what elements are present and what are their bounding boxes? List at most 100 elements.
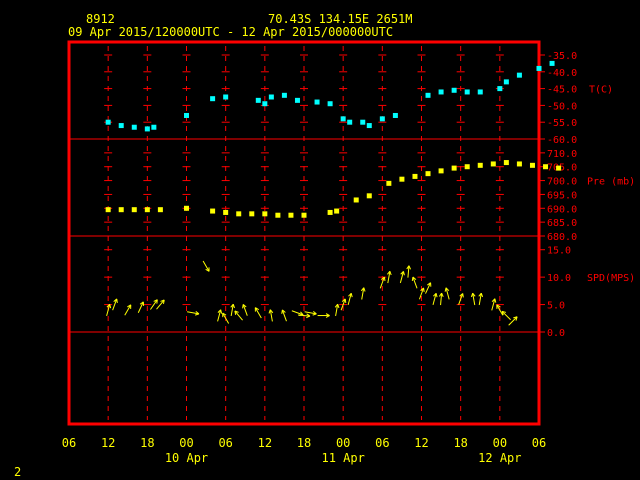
wind-arrow-head <box>513 316 518 319</box>
wind-arrow <box>106 303 112 316</box>
wind-arrow-head <box>220 309 223 314</box>
wind-arrow-head <box>306 315 311 319</box>
x-day-label: 12 Apr <box>478 451 521 465</box>
wind-arrow-head <box>501 310 507 313</box>
temperature-point <box>184 112 189 118</box>
pressure-point <box>386 180 392 186</box>
wind-arrow-head <box>441 292 444 297</box>
panel-dividers <box>69 138 539 333</box>
wind-arrow-head <box>363 287 366 292</box>
x-axis-tick-labels: 06 12 18 00 06 12 18 00 06 12 18 00 06 <box>62 436 546 450</box>
y-tick-label: 680.0 <box>547 232 577 243</box>
pressure-point <box>210 208 216 214</box>
wind-arrow-head <box>408 265 412 270</box>
wind-arrow-head <box>496 304 501 308</box>
temperature-point <box>223 94 229 100</box>
wind-arrow <box>187 310 200 316</box>
y-tick-label: -40.0 <box>547 68 577 79</box>
y-tick-label: -45.0 <box>547 85 577 96</box>
wind-arrow <box>217 309 223 322</box>
wind-arrow <box>496 304 504 316</box>
y-tick-label: 705.0 <box>547 163 577 174</box>
wind-arrow-head <box>268 309 271 314</box>
wind-arrow-head <box>269 309 274 314</box>
wind-arrow-shaft <box>335 304 339 317</box>
wind-arrow-head <box>282 309 286 313</box>
wind-arrow-shaft <box>269 309 273 322</box>
wind-arrow-head <box>242 304 244 309</box>
wind-arrow-head <box>255 307 259 311</box>
wind-arrow <box>470 292 476 306</box>
wind-arrow-shaft <box>418 287 425 300</box>
wind-arrow-shaft <box>156 299 165 310</box>
wind-arrow <box>399 271 405 284</box>
wind-arrow-head <box>234 310 237 315</box>
wind-arrow <box>425 282 432 294</box>
pressure-point <box>275 212 281 218</box>
x-day-label: 10 Apr <box>165 451 208 465</box>
pressure-point <box>516 161 522 167</box>
pressure-point <box>490 161 496 167</box>
x-axis-day-labels: 10 Apr 11 Apr 12 Apr <box>165 451 522 465</box>
x-tick-label: 06 <box>375 436 389 450</box>
wind-arrow-shaft <box>347 293 352 306</box>
wind-arrow-head <box>306 313 311 317</box>
wind-arrow-shaft <box>281 309 287 322</box>
temperature-point <box>314 99 320 105</box>
wind-arrow-head <box>411 276 414 282</box>
wind-arrow-head <box>491 298 496 303</box>
wind-arrow-shaft <box>340 298 346 311</box>
wind-arrow-head <box>402 271 405 276</box>
page-number: 2 <box>14 465 21 479</box>
wind-arrow-head <box>494 298 497 303</box>
y-tick-label: 690.0 <box>547 204 577 215</box>
wind-arrow-head <box>350 293 353 298</box>
wind-arrow <box>411 276 418 289</box>
wind-arrow-head <box>438 292 443 297</box>
wind-arrow-head <box>406 265 410 270</box>
wind-arrow <box>360 287 366 300</box>
wind-arrow-head <box>160 299 165 302</box>
wind-arrow <box>438 292 444 306</box>
wind-arrow <box>406 265 412 278</box>
station-location: 70.43S 134.15E 2651M <box>268 12 413 26</box>
wind-arrow <box>387 270 392 284</box>
wind-arrow-head <box>387 270 391 275</box>
wind-arrow-head <box>325 315 330 318</box>
y-tick-label: 695.0 <box>547 190 577 201</box>
temperature-point <box>392 112 398 118</box>
wind-arrow-shaft <box>304 311 317 315</box>
wind-arrow <box>501 310 511 321</box>
wind-arrow <box>334 303 340 317</box>
temperature-point <box>131 124 137 130</box>
pressure-point <box>438 168 444 174</box>
wind-arrow-shaft <box>297 314 311 317</box>
wind-arrow-shaft <box>387 271 391 284</box>
wind-arrow <box>491 298 497 311</box>
wind-arrow-head <box>232 303 235 309</box>
wind-arrow-head <box>162 299 165 304</box>
pressure-point <box>399 176 405 182</box>
wind-arrow <box>230 303 235 317</box>
pressure-series <box>105 160 562 218</box>
wind-arrow-shaft <box>234 310 243 321</box>
wind-arrow-head <box>478 292 482 297</box>
y-tick-label: 710.0 <box>547 149 577 160</box>
wind-arrow-head <box>325 313 330 316</box>
wind-arrow-shaft <box>496 304 504 316</box>
wind-arrow <box>432 292 438 306</box>
wind-arrow-shaft <box>202 260 210 272</box>
wind-arrow-head <box>381 276 385 281</box>
pressure-point <box>366 193 372 199</box>
temperature-point <box>144 126 150 132</box>
y-tick-label: 700.0 <box>547 177 577 188</box>
wind-arrow-shaft <box>291 310 304 316</box>
wind-arrow-head <box>109 304 112 309</box>
wind-arrow-shaft <box>508 316 518 326</box>
x-tick-label: 06 <box>62 436 76 450</box>
wind-arrow <box>418 287 425 300</box>
x-tick-label: 06 <box>218 436 232 450</box>
wind-arrow-head <box>462 293 464 298</box>
wind-arrow-shaft <box>222 312 230 324</box>
pressure-point <box>451 165 457 171</box>
